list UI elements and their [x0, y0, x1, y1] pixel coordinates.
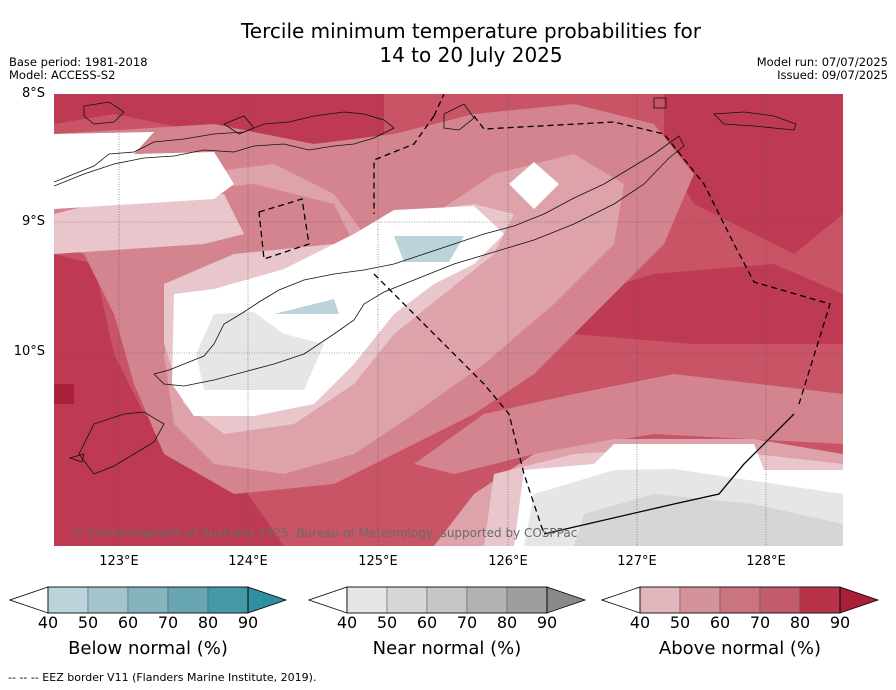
lat-label-10s: 10°S	[13, 344, 45, 359]
colorbar-max-extend	[839, 586, 880, 614]
colorbar-bin	[679, 586, 721, 614]
model-run-text: Model run: 07/07/2025	[756, 55, 888, 69]
colorbar-outline	[639, 586, 841, 614]
tick-below-90: 90	[237, 613, 259, 632]
tick-near-90: 90	[536, 613, 558, 632]
coastlines	[54, 97, 797, 475]
eez-border	[258, 94, 831, 535]
pale-band-northwest	[54, 194, 244, 254]
colorbar-min-extend	[308, 586, 348, 614]
colorbar-bin	[639, 586, 681, 614]
tick-above-90: 90	[829, 613, 851, 632]
colorbar-bin	[47, 586, 89, 614]
lon-label-123e: 123°E	[99, 554, 139, 569]
lon-label-127e: 127°E	[617, 554, 657, 569]
tick-below-40: 40	[37, 613, 59, 632]
eez-footnote: -- -- -- EEZ border V11 (Flanders Marine…	[8, 671, 317, 684]
issued-text: Issued: 09/07/2025	[777, 68, 888, 82]
white-area-diamond	[509, 162, 559, 209]
colorbar-bin	[346, 586, 388, 614]
lat-label-8s: 8°S	[21, 86, 45, 101]
colorbar-bin	[167, 586, 209, 614]
tick-above-50: 50	[669, 613, 691, 632]
colorbar-bin	[127, 586, 169, 614]
colorbar-below-normal-svg	[9, 586, 288, 614]
tick-below-50: 50	[77, 613, 99, 632]
map-svg	[54, 94, 843, 546]
tick-near-70: 70	[456, 613, 478, 632]
lon-label-125e: 125°E	[358, 554, 398, 569]
copyright-notice: © Commonwealth of Australia 2025, Bureau…	[72, 526, 578, 540]
colorbar-above-normal-label: Above normal (%)	[658, 638, 822, 659]
colorbar-bin	[799, 586, 841, 614]
probability-map: © Commonwealth of Australia 2025, Bureau…	[54, 94, 843, 546]
tick-near-40: 40	[336, 613, 358, 632]
colorbar-min-extend	[601, 586, 641, 614]
colorbar-above-normal	[601, 586, 881, 614]
colorbar-max-extend	[546, 586, 587, 614]
tick-above-70: 70	[749, 613, 771, 632]
base-period-text: Base period: 1981-2018	[9, 55, 148, 69]
mid-band-south	[414, 374, 843, 474]
below-normal-patch-1	[394, 236, 464, 262]
tick-near-50: 50	[376, 613, 398, 632]
tick-above-60: 60	[709, 613, 731, 632]
colorbar-above-normal-svg	[601, 586, 880, 614]
chart-title-line2: 14 to 20 July 2025	[379, 43, 563, 67]
near-normal-patch-south-dark	[574, 494, 843, 546]
tick-above-80: 80	[789, 613, 811, 632]
colorbar-bin	[426, 586, 468, 614]
chart-title-line1: Tercile minimum temperature probabilitie…	[240, 19, 702, 43]
lat-label-9s: 9°S	[21, 214, 45, 229]
lon-label-126e: 126°E	[488, 554, 528, 569]
model-text: Model: ACCESS-S2	[9, 68, 116, 82]
dark-band-east	[554, 264, 843, 344]
graticule	[54, 94, 843, 546]
colorbar-outline	[346, 586, 548, 614]
colorbar-below-normal	[9, 586, 289, 614]
darkest-patch-west	[54, 384, 74, 404]
colorbar-below-normal-label: Below normal (%)	[68, 638, 228, 659]
below-normal-patch-2	[274, 299, 339, 314]
colorbar-bin	[87, 586, 129, 614]
tick-below-70: 70	[157, 613, 179, 632]
near-normal-patch-center	[196, 312, 324, 390]
tick-near-80: 80	[496, 613, 518, 632]
colorbar-bin	[506, 586, 548, 614]
colorbar-near-normal-label: Near normal (%)	[372, 638, 522, 659]
colorbar-bin	[386, 586, 428, 614]
tick-below-80: 80	[197, 613, 219, 632]
white-area-northwest	[54, 132, 234, 209]
dark-band-northeast	[664, 94, 843, 254]
colorbar-bin	[466, 586, 508, 614]
colorbar-bin	[719, 586, 761, 614]
colorbar-max-extend	[247, 586, 288, 614]
tick-below-60: 60	[117, 613, 139, 632]
eez-solid-border	[543, 413, 795, 535]
tick-near-60: 60	[416, 613, 438, 632]
colorbar-near-normal	[308, 586, 588, 614]
lon-label-128e: 128°E	[746, 554, 786, 569]
colorbar-bin	[759, 586, 801, 614]
colorbar-min-extend	[9, 586, 49, 614]
colorbar-bin	[207, 586, 249, 614]
colorbar-outline	[47, 586, 249, 614]
lon-label-124e: 124°E	[228, 554, 268, 569]
meta-left: Base period: 1981-2018 Model: ACCESS-S2	[9, 56, 148, 82]
meta-right: Model run: 07/07/2025 Issued: 09/07/2025	[757, 56, 888, 82]
colorbar-near-normal-svg	[308, 586, 587, 614]
tick-above-40: 40	[629, 613, 651, 632]
